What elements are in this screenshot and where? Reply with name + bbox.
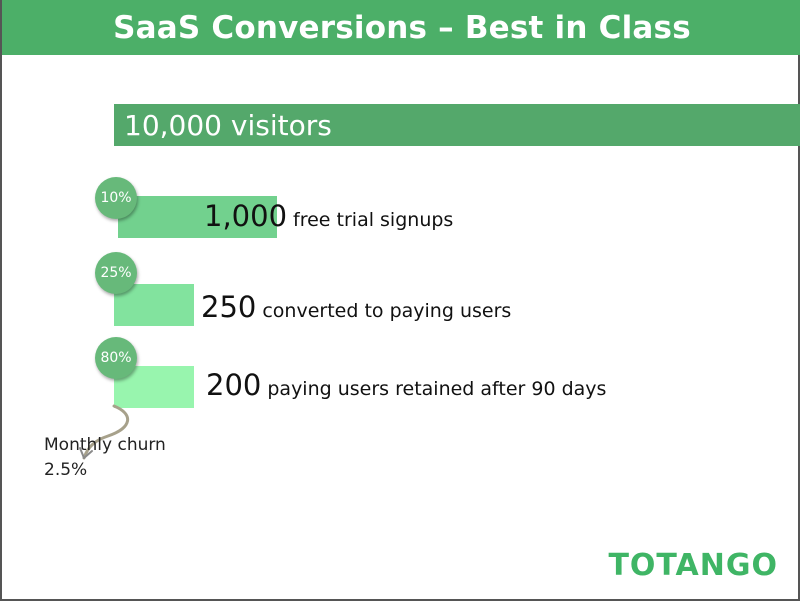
visitors-category: visitors [230, 108, 332, 142]
signups-label: 1,000 free trial signups [204, 199, 453, 233]
converted-label: 250 converted to paying users [201, 290, 511, 324]
retained-category: paying users retained after 90 days [267, 378, 607, 400]
converted-rate-badge: 25% [95, 252, 137, 294]
visitors-bar-label: 10,000 visitors [114, 109, 332, 142]
signups-category: free trial signups [293, 209, 454, 231]
title-bar: SaaS Conversions – Best in Class [2, 0, 800, 55]
signups-bar [118, 196, 277, 238]
visitors-value: 10,000 [124, 108, 222, 142]
visitors-bar: 10,000 visitors [114, 104, 800, 146]
signups-rate-badge: 10% [95, 177, 137, 219]
page-title: SaaS Conversions – Best in Class [113, 9, 691, 46]
converted-category: converted to paying users [262, 300, 512, 322]
retained-rate-badge: 80% [95, 337, 137, 379]
signups-value: 1,000 [204, 199, 288, 233]
churn-annotation-line1: Monthly churn [44, 435, 166, 455]
retained-value: 200 [206, 368, 262, 402]
totango-logo: TOTANGO [608, 548, 778, 583]
retained-label: 200 paying users retained after 90 days [206, 368, 606, 402]
churn-arrow-icon [79, 404, 129, 460]
churn-annotation-line2: 2.5% [44, 460, 88, 480]
converted-value: 250 [201, 290, 257, 324]
churn-annotation: Monthly churn 2.5% [44, 433, 166, 483]
converted-bar [114, 284, 194, 326]
